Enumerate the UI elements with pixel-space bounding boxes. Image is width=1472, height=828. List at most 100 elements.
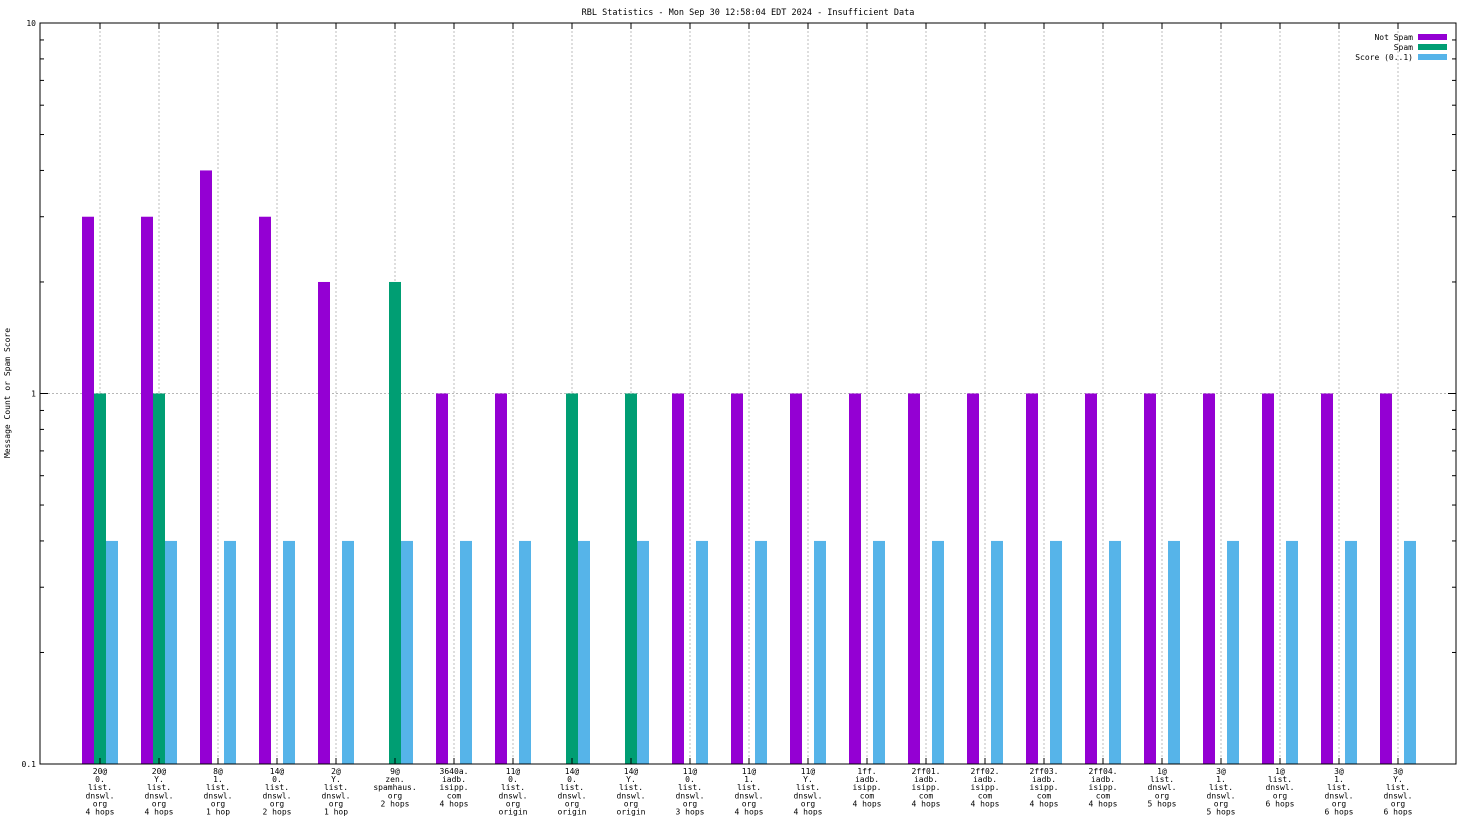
x-tick-label-line: list. [796, 783, 820, 792]
bar-score-0-1 [1286, 540, 1298, 764]
x-tick-label-line: list. [265, 783, 289, 792]
x-tick-label: 2ff02. iadb. isipp. com 4 hops [971, 767, 1000, 808]
bar-not-spam [259, 216, 271, 765]
x-tick-label-line: 4 hops [735, 808, 764, 817]
x-tick-label-line: Y. [803, 775, 813, 784]
x-tick-label: 11@ Y. list. dnswl. org 4 hops [794, 767, 823, 817]
x-tick-label-line: org [93, 799, 108, 808]
x-tick-label: 20@ 0. list. dnswl. org 4 hops [86, 767, 115, 817]
x-tick-label-line: 2@ [331, 767, 341, 776]
x-tick-label-line: 0. [272, 775, 282, 784]
x-tick-label-line: 0. [508, 775, 518, 784]
x-tick-label-line: dnswl. [558, 791, 587, 800]
x-tick-label-line: dnswl. [1384, 791, 1413, 800]
x-tick-label-line: org [801, 799, 816, 808]
x-tick-label-line: list. [147, 783, 171, 792]
bar-score-0-1 [224, 540, 236, 764]
x-tick-label-line: 4 hops [440, 799, 469, 808]
bar-score-0-1 [1109, 540, 1121, 764]
x-tick-label-line: dnswl. [617, 791, 646, 800]
x-tick-label-line: 2 hops [381, 799, 410, 808]
x-tick-label-line: list. [560, 783, 584, 792]
x-tick-label-line: dnswl. [263, 791, 292, 800]
x-tick-label-line: org [1155, 791, 1170, 800]
x-tick-label-line: zen. [385, 775, 404, 784]
x-tick-label: 3@ Y. list. dnswl. org 6 hops [1384, 767, 1413, 817]
x-tick-label: 3@ 1. list. dnswl. org 6 hops [1325, 767, 1354, 817]
x-tick-label-line: com [447, 791, 462, 800]
x-tick-label: 11@ 0. list. dnswl. org origin [499, 767, 528, 817]
x-tick-label: 1@ list. dnswl. org 6 hops [1266, 767, 1295, 808]
bar-not-spam [731, 393, 743, 764]
x-tick-label-line: list. [1209, 783, 1233, 792]
x-tick-label-line: isipp. [1030, 783, 1059, 792]
x-tick-label-line: dnswl. [86, 791, 115, 800]
bar-score-0-1 [1050, 540, 1062, 764]
x-tick-label-line: 1. [744, 775, 754, 784]
x-tick-label-line: org [624, 799, 639, 808]
x-tick-label-line: list. [1386, 783, 1410, 792]
x-tick-label-line: dnswl. [1207, 791, 1236, 800]
x-tick-label-line: org [506, 799, 521, 808]
x-tick-label-line: spamhaus. [373, 783, 416, 792]
x-tick-label: 1@ list. dnswl. org 5 hops [1148, 767, 1177, 808]
bar-score-0-1 [696, 540, 708, 764]
bar-score-0-1 [1404, 540, 1416, 764]
x-tick-label-line: 0. [95, 775, 105, 784]
x-tick-label-line: isipp. [1089, 783, 1118, 792]
x-tick-label-line: 2 hops [263, 808, 292, 817]
x-tick-label-line: list. [737, 783, 761, 792]
bar-not-spam [1026, 393, 1038, 764]
x-tick-label-line: iadb. [914, 775, 938, 784]
x-tick-label: 20@ Y. list. dnswl. org 4 hops [145, 767, 174, 817]
x-tick-label: 14@ 0. list. dnswl. org origin [558, 767, 587, 817]
x-tick-label-line: 1 hop [324, 808, 348, 817]
x-tick-label-line: 5 hops [1207, 808, 1236, 817]
bar-score-0-1 [165, 540, 177, 764]
bar-spam [94, 393, 106, 764]
x-tick-label-line: com [1037, 791, 1052, 800]
x-tick-label-line: org [388, 791, 403, 800]
x-tick-label-line: 6 hops [1325, 808, 1354, 817]
x-tick-label-line: 8@ [213, 767, 223, 776]
x-tick-label-line: 4 hops [1089, 799, 1118, 808]
x-tick-label-line: dnswl. [1266, 783, 1295, 792]
x-tick-label-line: 11@ [801, 767, 816, 776]
x-tick-label-line: iadb. [973, 775, 997, 784]
bar-not-spam [1321, 393, 1333, 764]
x-tick-label-line: origin [499, 808, 528, 817]
axis-ticks: 10 1 0.1 [22, 19, 1456, 769]
bar-spam [566, 393, 578, 764]
x-tick-label-line: Y. [1393, 775, 1403, 784]
x-tick-label-line: isipp. [912, 783, 941, 792]
x-tick-label: 2ff04. iadb. isipp. com 4 hops [1089, 767, 1118, 808]
bar-not-spam [849, 393, 861, 764]
x-tick-label-line: 2ff02. [971, 767, 1000, 776]
x-tick-label-line: 3@ [1393, 767, 1403, 776]
x-tick-label-line: 2ff03. [1030, 767, 1059, 776]
x-tick-label-line: 0. [685, 775, 695, 784]
bar-score-0-1 [578, 540, 590, 764]
x-tick-label-line: com [860, 791, 875, 800]
y-tick-label: 0.1 [22, 760, 37, 769]
x-tick-label-line: org [1332, 799, 1347, 808]
x-tick-label-line: dnswl. [499, 791, 528, 800]
x-tick-label: 14@ Y. list. dnswl. org origin [617, 767, 646, 817]
x-tick-label-line: 11@ [506, 767, 521, 776]
bar-score-0-1 [755, 540, 767, 764]
x-tick-label-line: com [978, 791, 993, 800]
x-tick-label-line: isipp. [440, 783, 469, 792]
x-tick-label-line: list. [206, 783, 230, 792]
x-tick-label-line: org [270, 799, 285, 808]
legend-swatch [1418, 44, 1447, 50]
x-tick-label-line: list. [1150, 775, 1174, 784]
x-tick-label-line: iadb. [855, 775, 879, 784]
x-tick-label-line: 11@ [742, 767, 757, 776]
x-tick-label: 1ff. iadb. isipp. com 4 hops [853, 767, 882, 808]
y-tick-label: 10 [26, 19, 36, 28]
x-tick-label-line: 2ff04. [1089, 767, 1118, 776]
x-tick-label-line: Y. [626, 775, 636, 784]
x-tick-label-line: dnswl. [1325, 791, 1354, 800]
bar-not-spam [1203, 393, 1215, 764]
